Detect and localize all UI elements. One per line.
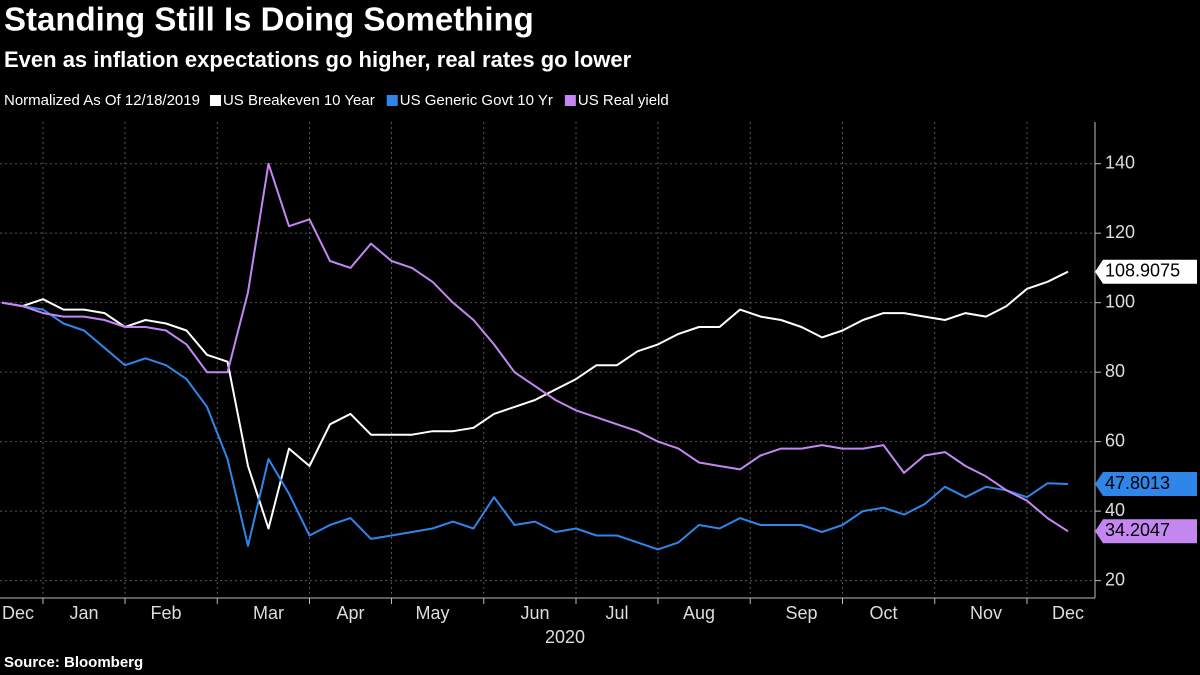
series-line [1, 270, 1069, 530]
y-tick-label: 140 [1105, 152, 1135, 172]
legend-label: US Real yield [578, 92, 669, 109]
last-value-box [1095, 259, 1197, 284]
x-tick-label: May [415, 603, 449, 623]
last-value-label: 34.2047 [1105, 520, 1170, 540]
y-tick-label: 20 [1105, 569, 1125, 589]
x-tick-label: Jul [605, 603, 628, 623]
x-tick-label: Dec [2, 603, 34, 623]
legend-title: Normalized As Of 12/18/2019 [4, 92, 200, 109]
series-line [1, 162, 1069, 533]
legend-label: US Breakeven 10 Year [223, 92, 375, 109]
last-value-label: 108.9075 [1105, 260, 1180, 280]
x-tick-label: Jun [520, 603, 549, 623]
last-value-box [1095, 519, 1197, 544]
y-tick-label: 40 [1105, 500, 1125, 520]
x-tick-label: Nov [970, 603, 1002, 623]
x-tick-label: Aug [683, 603, 715, 623]
x-tick-label: Jan [69, 603, 98, 623]
legend-swatch [564, 95, 576, 106]
chart-title: Standing Still Is Doing Something [4, 1, 534, 38]
y-tick-label: 60 [1105, 430, 1125, 450]
series-line [1, 301, 1069, 551]
x-tick-label: Apr [336, 603, 364, 623]
legend-label: US Generic Govt 10 Yr [400, 92, 553, 109]
y-tick-label: 120 [1105, 222, 1135, 242]
x-tick-label: Oct [869, 603, 897, 623]
x-tick-label: Mar [253, 603, 284, 623]
x-tick-label: Sep [785, 603, 817, 623]
x-tick-label: Feb [150, 603, 181, 623]
x-axis-label: 2020 [545, 627, 585, 647]
y-tick-label: 100 [1105, 291, 1135, 311]
legend-swatch [386, 95, 398, 106]
legend-swatch [209, 95, 221, 106]
source: Source: Bloomberg [4, 654, 143, 671]
y-tick-label: 80 [1105, 361, 1125, 381]
chart-subtitle: Even as inflation expectations go higher… [4, 47, 632, 72]
last-value-box [1095, 472, 1197, 497]
last-value-label: 47.8013 [1105, 473, 1170, 493]
x-tick-label: Dec [1052, 603, 1084, 623]
